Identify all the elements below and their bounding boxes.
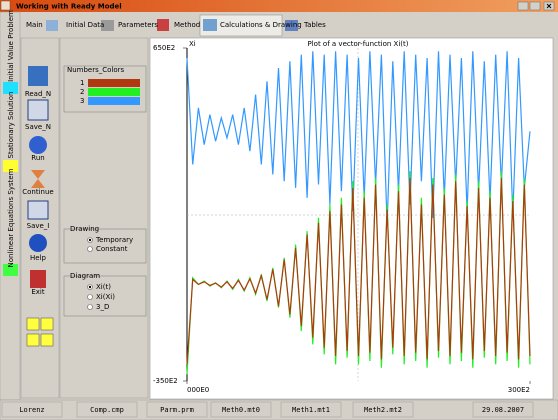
status-field	[1, 401, 63, 418]
save-icon[interactable]	[27, 200, 49, 220]
status-text: Meth0.mt0	[222, 406, 260, 414]
toolbar-label[interactable]: Read_N	[25, 90, 51, 98]
group-box	[63, 275, 147, 317]
toolbar-label[interactable]: Help	[30, 254, 47, 262]
status-text: Comp.cmp	[90, 406, 124, 414]
active-tab-bg	[199, 14, 283, 37]
radio-label[interactable]: Temporary	[95, 236, 133, 244]
tab[interactable]: Method	[174, 21, 200, 29]
toolbar-label[interactable]: Continue	[22, 188, 53, 196]
radio-label[interactable]: 3_D	[96, 303, 109, 311]
exit-icon[interactable]	[30, 270, 46, 288]
status-field	[352, 401, 414, 418]
tab[interactable]: Main	[26, 21, 43, 29]
toolbar-label[interactable]: Save_I	[27, 222, 50, 230]
y-axis-label: Xi	[189, 40, 196, 48]
status-field	[472, 401, 534, 418]
app-icon[interactable]	[0, 0, 11, 11]
status-field	[280, 401, 342, 418]
tab-icon	[157, 19, 169, 31]
side-tab[interactable]: Nonlinear Equations System	[7, 168, 15, 267]
legend-label: 3	[80, 97, 84, 105]
side-tab[interactable]: Stationary Solution	[7, 92, 15, 159]
minimize-button[interactable]	[517, 1, 529, 11]
arrow-up[interactable]	[26, 317, 40, 331]
curves	[186, 51, 531, 375]
y-tick-label: 650E2	[153, 44, 175, 52]
run-icon[interactable]	[29, 136, 47, 154]
window-buttons	[517, 1, 555, 11]
tab[interactable]: Initial Data	[66, 21, 104, 29]
group-title: Diagram	[70, 272, 100, 280]
radio-dot	[88, 285, 92, 289]
legend-swatch[interactable]	[88, 97, 140, 105]
tab-icon	[46, 20, 58, 31]
group-title: Numbers_Colors	[67, 66, 125, 74]
side-tab-icon	[3, 82, 18, 94]
radio-label[interactable]: Xi(t)	[96, 283, 111, 291]
toolbar-label[interactable]: Exit	[31, 288, 45, 296]
help-icon[interactable]	[29, 234, 47, 252]
continue-icon[interactable]	[31, 170, 45, 188]
arrow-right[interactable]	[40, 317, 54, 331]
status-text: Meth1.mt1	[292, 406, 330, 414]
tab-icon	[101, 20, 114, 31]
side-tab-icon	[3, 264, 18, 276]
tab-icon	[203, 19, 217, 31]
arrow-left[interactable]	[26, 333, 40, 347]
legend-swatch[interactable]	[88, 79, 140, 87]
group-box	[63, 65, 147, 113]
radio[interactable]	[87, 246, 93, 252]
close-glyph	[546, 3, 552, 9]
title-bar	[0, 0, 558, 12]
toolbar-label[interactable]: Run	[31, 154, 44, 162]
x-tick-label: 000E0	[187, 386, 209, 394]
status-field	[146, 401, 208, 418]
x-tick-label: 300E2	[508, 386, 530, 394]
tab-icon	[285, 20, 298, 31]
radio-label[interactable]: Xi(Xi)	[96, 293, 115, 301]
y-tick-label: -350E2	[153, 377, 178, 385]
legend-swatch[interactable]	[88, 88, 140, 96]
series-line	[186, 177, 531, 365]
tab[interactable]: Calculations & Drawing	[220, 21, 302, 29]
status-text: Meth2.mt2	[364, 406, 402, 414]
status-text: Lorenz	[19, 406, 44, 414]
tab[interactable]: Tables	[303, 21, 326, 29]
side-tab-icon	[3, 160, 18, 172]
status-field	[210, 401, 272, 418]
read-icon[interactable]	[28, 66, 48, 86]
window-title: Working with Ready Model	[16, 3, 122, 11]
series-line	[186, 51, 531, 225]
legend-label: 2	[80, 88, 84, 96]
status-text: 29.08.2007	[482, 406, 524, 414]
arrow-down[interactable]	[40, 333, 54, 347]
radio[interactable]	[87, 304, 93, 310]
chart-title: Plot of a vector-function Xi(t)	[308, 40, 409, 48]
status-field	[76, 401, 138, 418]
radio-label[interactable]: Constant	[96, 245, 128, 253]
toolbar-icons	[26, 66, 54, 347]
legend-label: 1	[80, 79, 84, 87]
group-box	[63, 228, 147, 264]
tab[interactable]: Parameters	[118, 21, 158, 29]
radio-dot	[88, 238, 92, 242]
toolbar-label[interactable]: Save_N	[25, 123, 51, 131]
status-text: Parm.prm	[160, 406, 194, 414]
side-tab[interactable]: Initial Value Problem	[7, 10, 15, 82]
group-title: Drawing	[70, 225, 99, 233]
status-bar	[0, 399, 558, 420]
maximize-button[interactable]	[529, 1, 541, 11]
radio[interactable]	[87, 294, 93, 300]
save-icon[interactable]	[27, 99, 49, 121]
